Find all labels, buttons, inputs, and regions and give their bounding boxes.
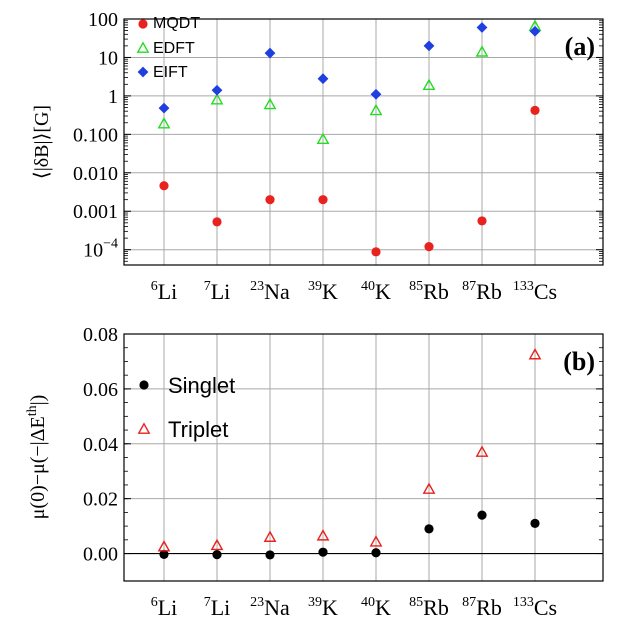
panel-a-point-eift bbox=[264, 47, 276, 59]
panel-a-ytick-label: 0.100 bbox=[73, 124, 118, 146]
panel-b-grid bbox=[124, 333, 603, 581]
panel-a-point-edft bbox=[369, 103, 383, 116]
panel-a-xtick-label-40k: 40K bbox=[361, 279, 391, 304]
panel-a-series-eift bbox=[158, 22, 541, 114]
panel-b-point-singlet bbox=[424, 524, 434, 534]
legend-singlet-label: Singlet bbox=[168, 373, 235, 398]
panel-b-point-triplet bbox=[528, 347, 542, 360]
panel-b-frame bbox=[123, 333, 604, 582]
panel-b-point-singlet bbox=[265, 550, 275, 560]
panel-a-panel-label: (a) bbox=[565, 32, 595, 61]
panel-b-xtick-label-39k: 39K bbox=[308, 595, 338, 619]
panel-b-xtick-label-87rb: 87Rb bbox=[462, 595, 502, 619]
panel-b-point-triplet bbox=[157, 540, 171, 552]
panel-a-point-eift bbox=[370, 88, 382, 100]
panel-a-point-edft bbox=[210, 92, 224, 105]
legend-mqdt-label: MQDT bbox=[153, 15, 200, 32]
panel-a-xtick-label-87rb: 87Rb bbox=[462, 279, 502, 304]
panel-b-xtick-label-133cs: 133Cs bbox=[513, 595, 557, 619]
panel-b-point-singlet bbox=[530, 518, 540, 528]
panel-b-xtick-label-85rb: 85Rb bbox=[409, 595, 449, 619]
panel-a-point-mqdt bbox=[159, 181, 169, 191]
panel-b-point-singlet bbox=[159, 549, 169, 559]
panel-a-legend: MQDT EDFT EIFT bbox=[136, 15, 200, 81]
panel-a-point-eift bbox=[211, 84, 223, 96]
panel-a-xtick-label-23na: 23Na bbox=[250, 279, 290, 304]
panel-a-point-eift bbox=[476, 22, 488, 33]
panel-b-ytick-label: 0.04 bbox=[83, 434, 118, 456]
panel-b-point-triplet bbox=[475, 445, 489, 457]
panel-a-xtick-label-85rb: 85Rb bbox=[409, 279, 449, 304]
panel-b-xtick-label-40k: 40K bbox=[361, 595, 391, 619]
legend-eift-marker bbox=[137, 66, 149, 78]
panel-a-point-mqdt bbox=[265, 195, 275, 205]
panel-a-point-mqdt bbox=[371, 247, 381, 257]
panel-b-xtick-label-23na: 23Na bbox=[250, 595, 290, 619]
panel-a-xtick-label-133cs: 133Cs bbox=[513, 279, 557, 304]
panel-b-point-singlet bbox=[477, 510, 487, 520]
panel-a-series-edft bbox=[157, 19, 542, 145]
panel-b-legend: Singlet Triplet bbox=[137, 373, 235, 442]
panel-a-point-edft bbox=[422, 78, 436, 91]
panel-b-panel-label: (b) bbox=[563, 347, 595, 376]
panel-b-point-singlet bbox=[212, 550, 222, 560]
panel-a-point-edft bbox=[157, 116, 171, 129]
panel-a-point-edft bbox=[475, 45, 489, 57]
panel-b-point-triplet bbox=[316, 529, 330, 541]
panel-a-ytick-label: 10 bbox=[98, 47, 118, 69]
panel-b-series-singlet bbox=[159, 510, 540, 560]
panel-b-ytick-label: 0.08 bbox=[83, 324, 118, 346]
panel-a-ytick-label: 1 bbox=[108, 86, 118, 108]
panel-b-point-singlet bbox=[318, 547, 328, 557]
panel-a-point-edft bbox=[263, 97, 277, 110]
panel-a-point-mqdt bbox=[477, 216, 487, 226]
panel-a-grid bbox=[124, 18, 603, 265]
panel-a-point-edft bbox=[316, 132, 330, 145]
panel-b-xtick-label-6li: 6Li bbox=[151, 595, 178, 619]
legend-mqdt-marker bbox=[138, 19, 148, 29]
panel-b-ylabel: μ(0)−μ(−|ΔEth|) bbox=[25, 395, 49, 520]
panel-a-point-eift bbox=[317, 73, 329, 85]
panel-b-ytick-label: 0.00 bbox=[83, 544, 118, 566]
panel-a: 100 10 1 0.100 0.010 0.001 10−4 6Li 7Li 23Na 39K 40… bbox=[31, 9, 604, 304]
panel-a-point-mqdt bbox=[424, 242, 434, 252]
panel-b-series-triplet bbox=[157, 347, 542, 552]
panel-a-xtick-label-6li: 6Li bbox=[151, 279, 178, 304]
panel-a-series-mqdt bbox=[159, 105, 540, 257]
panel-a-xtick-label-7li: 7Li bbox=[204, 279, 231, 304]
panel-b-xtick-label-7li: 7Li bbox=[204, 595, 231, 619]
panel-a-ytick-label: 0.001 bbox=[73, 201, 118, 223]
legend-triplet-label: Triplet bbox=[168, 417, 228, 442]
panel-a-point-mqdt bbox=[530, 105, 540, 115]
legend-eift-label: EIFT bbox=[153, 64, 188, 81]
panel-a-ylabel: ⟨|δB|⟩[G] bbox=[31, 105, 53, 179]
panel-a-ytick-label: 10−4 bbox=[83, 237, 118, 262]
legend-edft-label: EDFT bbox=[153, 40, 195, 57]
panel-a-point-mqdt bbox=[318, 195, 328, 205]
panel-b-ytick-label: 0.02 bbox=[83, 489, 118, 511]
panel-a-point-eift bbox=[158, 102, 170, 114]
panel-a-frame bbox=[123, 18, 604, 266]
panel-b-point-triplet bbox=[422, 482, 436, 494]
panel-a-point-mqdt bbox=[212, 217, 222, 227]
panel-b-point-singlet bbox=[371, 548, 381, 558]
legend-singlet-marker bbox=[139, 380, 149, 390]
legend-edft-marker bbox=[136, 41, 150, 53]
panel-a-ytick-label: 100 bbox=[88, 9, 118, 31]
panel-a-point-eift bbox=[423, 40, 435, 52]
legend-triplet-marker bbox=[137, 422, 151, 434]
panel-a-xtick-label-39k: 39K bbox=[308, 279, 338, 304]
panel-b: 0.00 0.02 0.04 0.06 0.08 6Li 7Li 23Na 39K 40K 85Rb… bbox=[25, 324, 604, 619]
panel-b-point-triplet bbox=[210, 538, 224, 551]
panel-b-ytick-label: 0.06 bbox=[83, 379, 118, 401]
panel-a-ytick-label: 0.010 bbox=[73, 163, 118, 185]
panel-b-point-triplet bbox=[369, 535, 383, 547]
panel-b-point-triplet bbox=[263, 530, 277, 542]
panel-a-point-eift bbox=[529, 25, 541, 37]
